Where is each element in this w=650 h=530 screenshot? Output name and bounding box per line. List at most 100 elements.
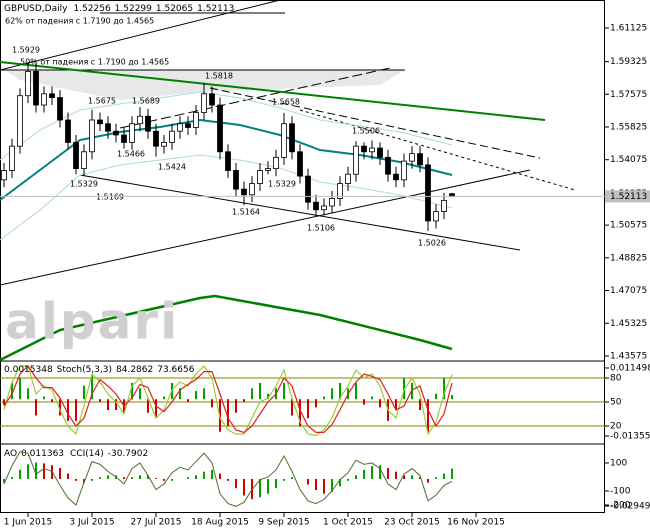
current-price: 1.52113 [610, 192, 647, 202]
x-tick-label: 1 Oct 2015 [323, 518, 373, 528]
x-tick-label: 9 Sep 2015 [258, 518, 309, 528]
candle-body [121, 134, 127, 143]
candle-body [425, 164, 431, 222]
candle-body [401, 160, 407, 181]
annotation: 1.5169 [96, 193, 124, 202]
y-tick-label: 1.43575 [610, 351, 647, 361]
candle-body [9, 145, 15, 171]
series-name: Stoch(5,3,3) [57, 365, 112, 375]
y-tick-label: -200 [610, 500, 631, 510]
candle-body [33, 71, 39, 106]
y-tick-label: 1.54075 [610, 155, 647, 165]
shaded-zone [5, 70, 405, 100]
x-tick-label: 1 Jun 2015 [4, 518, 52, 528]
y-tick-label: 1.57575 [610, 90, 647, 100]
annotation: 1.5689 [132, 97, 160, 106]
x-tick-label: 16 Nov 2015 [447, 518, 505, 528]
candle-body [153, 130, 159, 147]
x-tick-label: 18 Aug 2015 [191, 518, 249, 528]
annotation: 1.5818 [205, 72, 233, 81]
candle-body [361, 145, 367, 153]
x-tick-label: 27 Jul 2015 [131, 518, 182, 528]
annotation: 1.5424 [158, 163, 186, 172]
level-label: 80 [610, 374, 622, 384]
candle-body [201, 93, 207, 113]
trend-line [79, 174, 521, 251]
annotation: 1.5329 [70, 180, 98, 189]
trend-line [209, 87, 541, 159]
level-label: 20 [610, 422, 622, 432]
chart-header: GBPUSD,Daily 1.52256 1.52299 1.52065 1.52113 [4, 4, 234, 14]
stoch-line [3, 365, 453, 434]
y-tick-label: 1.55825 [610, 123, 647, 133]
stoch-line [3, 365, 453, 437]
series-value: -30.7902 [108, 449, 148, 459]
series-name: AO [4, 449, 17, 459]
candle-body [97, 119, 103, 125]
candle-body [129, 123, 135, 143]
candle-body [249, 183, 255, 196]
candle-body [305, 175, 311, 203]
low-value: 1.52065 [156, 4, 193, 14]
annotation: 1.5164 [232, 208, 260, 217]
candle-body [73, 142, 79, 169]
x-tick-label: 3 Jul 2015 [69, 518, 114, 528]
candle-body [353, 145, 359, 175]
candle-body [209, 93, 215, 106]
series-value: 0.011363 [21, 449, 64, 459]
symbol: GBPUSD,Daily [4, 4, 68, 14]
candle-body [17, 95, 23, 147]
candle-body [265, 168, 271, 171]
watermark: alpari [5, 293, 179, 351]
candle-body [409, 153, 415, 162]
series-value: 73.6656 [157, 365, 194, 375]
candle-body [289, 123, 295, 153]
annotation: 1.5658 [272, 98, 300, 107]
candle-body [177, 123, 183, 132]
annotation: 50% от падения с 1.7190 до 1.4565 [20, 58, 169, 67]
y2-tick-label: -0.013555 [610, 431, 650, 441]
band-line [0, 91, 453, 161]
candle-body [65, 119, 71, 143]
annotation: 1.5466 [117, 150, 145, 159]
candle-body [337, 183, 343, 199]
candle-body [321, 205, 327, 211]
annotation: 1.5026 [418, 239, 446, 248]
candle-body [297, 151, 303, 177]
moving-average [0, 294, 453, 362]
candle-body [217, 104, 223, 153]
price-box [605, 190, 650, 203]
open-value: 1.52256 [73, 4, 110, 14]
y-tick-label: 1.50575 [610, 221, 647, 231]
y-tick-label: 1.61125 [610, 23, 647, 33]
annotation: 1.5929 [12, 46, 40, 55]
y-tick-label: 1.48825 [610, 253, 647, 263]
candle-body [185, 123, 191, 128]
candle-body [345, 173, 351, 184]
candle-body [433, 211, 439, 222]
candle-body [113, 130, 119, 136]
candle-body [313, 201, 319, 211]
candle-body [241, 188, 247, 196]
trend-line [0, 0, 281, 71]
candle-body [385, 156, 391, 175]
candle-body [225, 151, 231, 171]
trend-line [0, 61, 546, 121]
candle-body [417, 153, 423, 166]
candle-body [49, 93, 55, 98]
panel-header: 0.0015348 Stoch(5,3,3) 84.2862 73.6656 [4, 365, 195, 375]
annotation: 1.5106 [307, 224, 335, 233]
candle-body [281, 123, 287, 158]
candle-body [1, 170, 7, 181]
candle-body [273, 156, 279, 169]
cci-line [3, 451, 453, 507]
candle-body [105, 123, 111, 132]
y-tick-label: 100 [610, 458, 627, 468]
panel-header: AO 0.011363 CCI(14) -30.7902 [4, 449, 148, 459]
level-label: 50 [610, 398, 622, 408]
annotation: 1.5675 [88, 97, 116, 106]
x-tick-label: 23 Oct 2015 [384, 518, 440, 528]
candle-body [25, 71, 31, 97]
annotation: 1.5506 [352, 127, 380, 136]
